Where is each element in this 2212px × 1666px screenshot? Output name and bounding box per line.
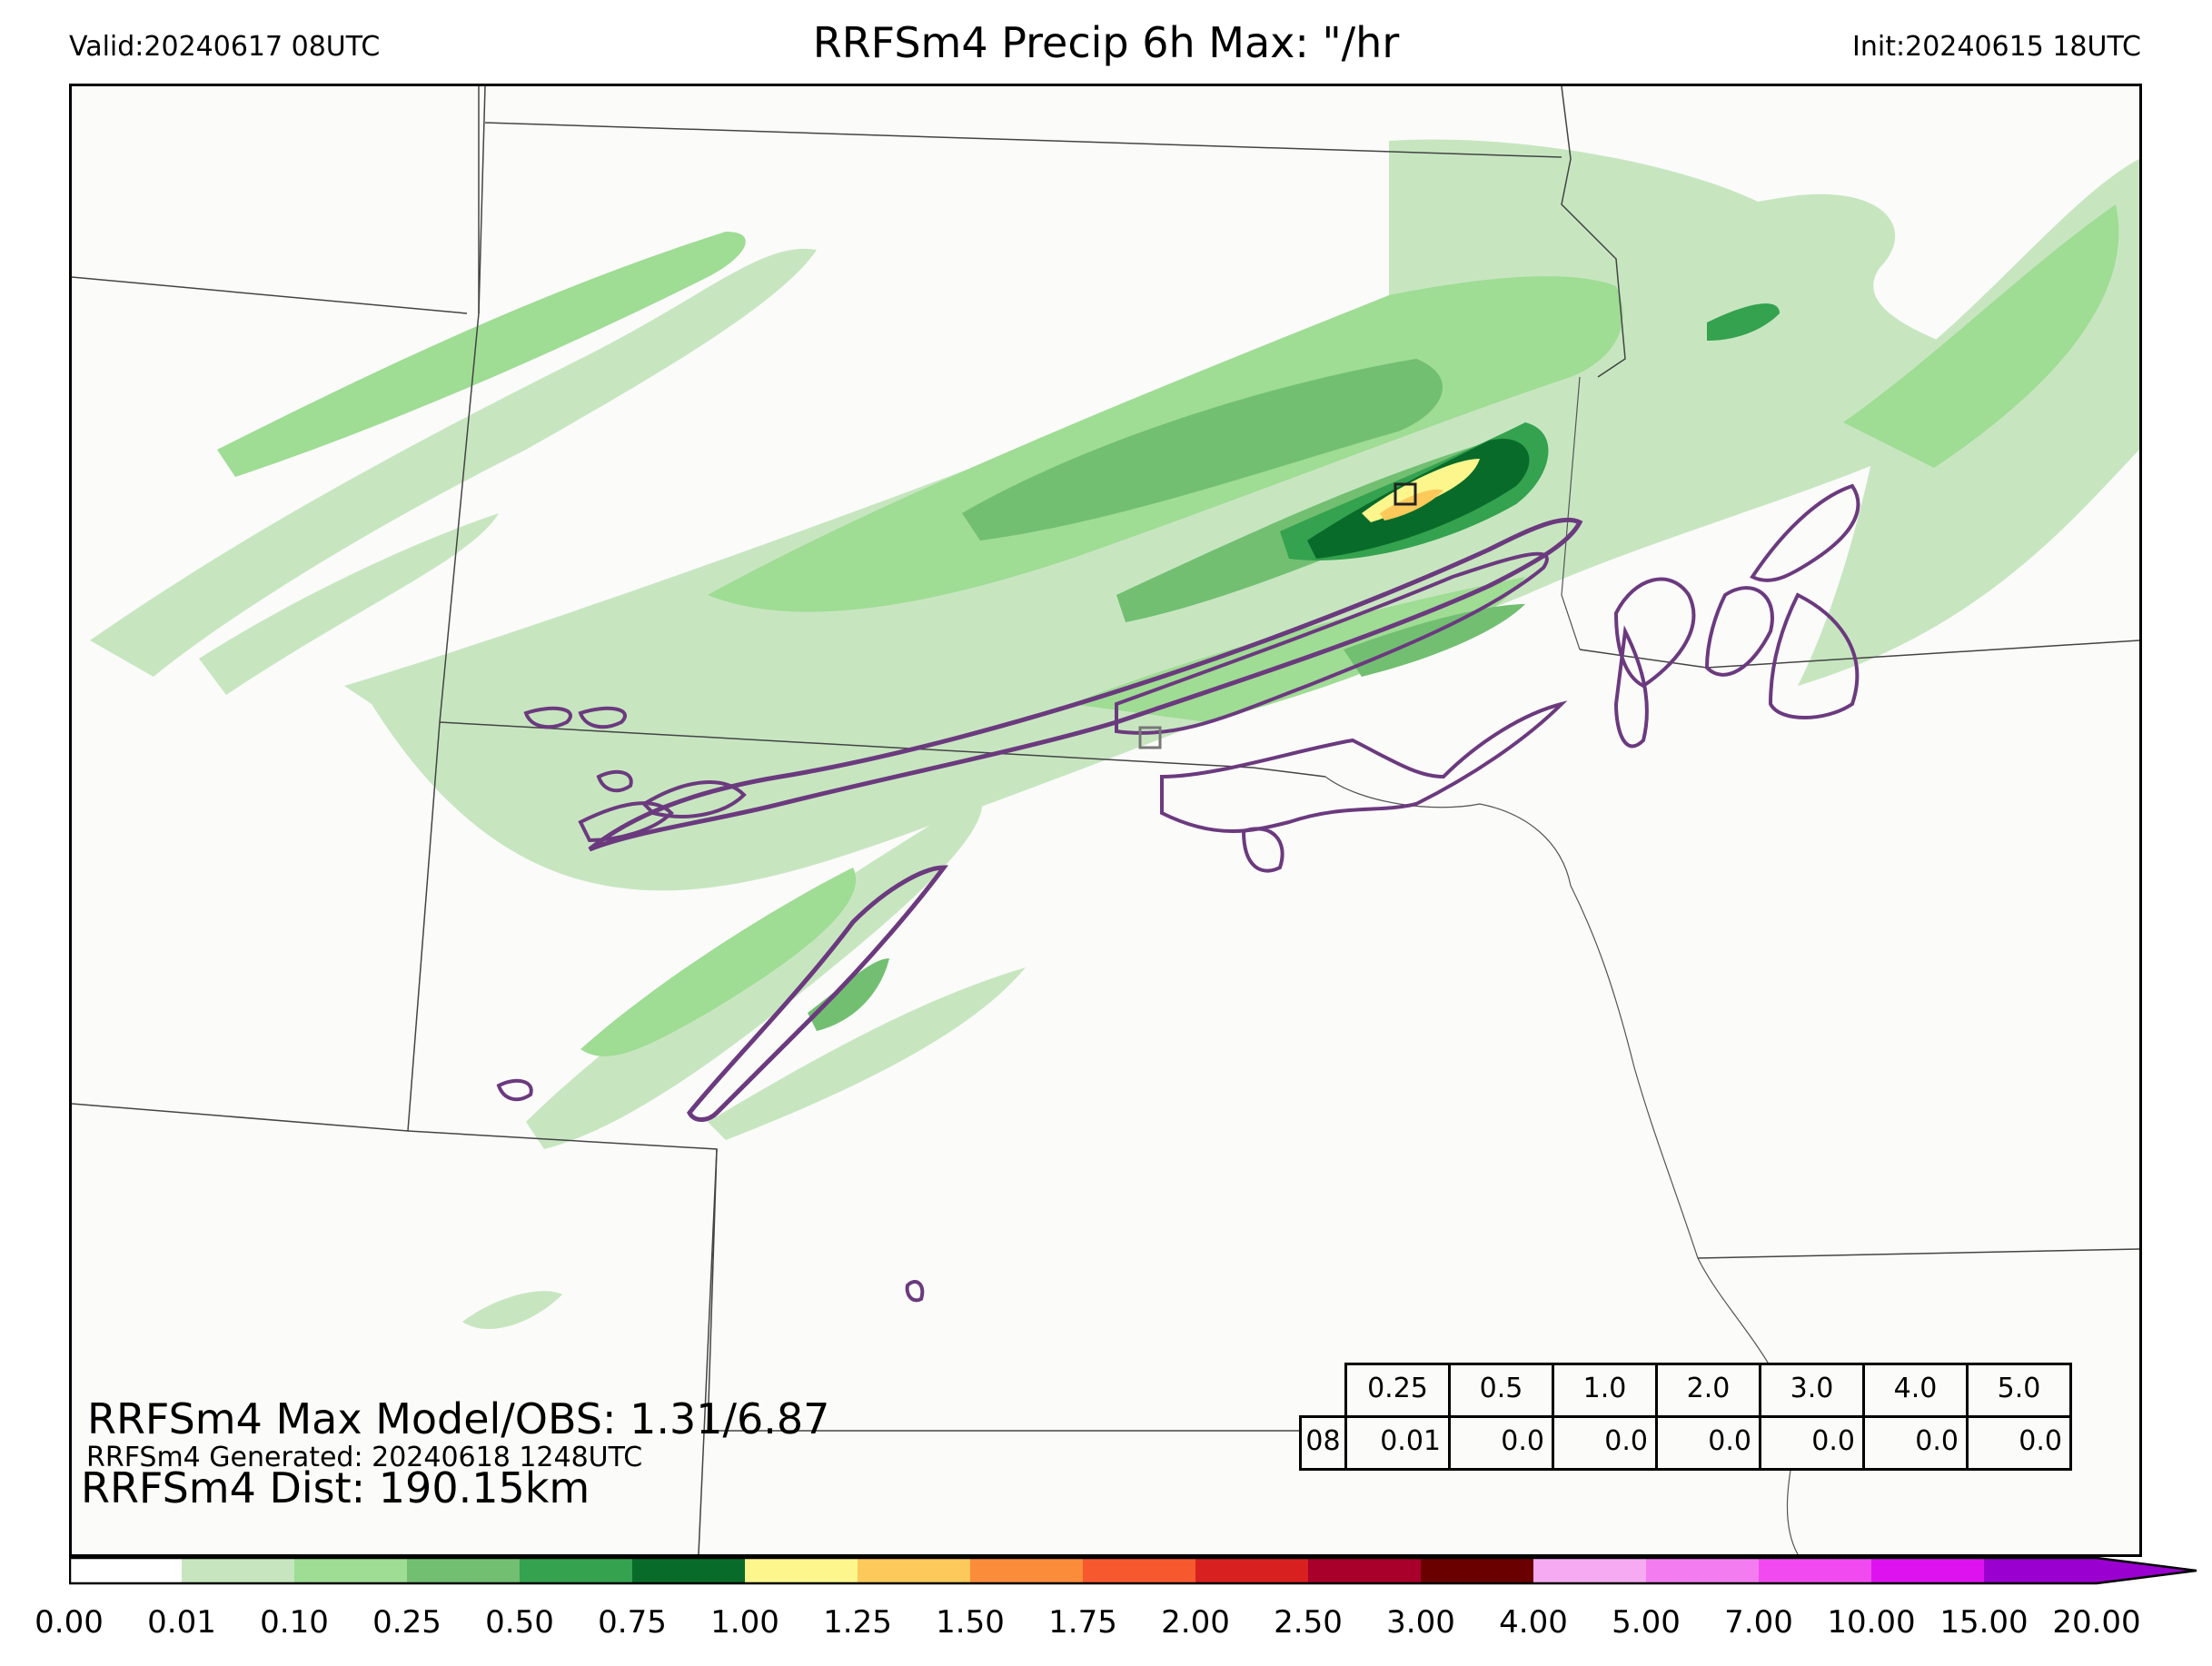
colorbar-segment <box>182 1557 294 1584</box>
colorbar-tick-label: 1.75 <box>1048 1604 1117 1641</box>
colorbar-segment <box>407 1557 520 1584</box>
colorbar-outline <box>69 1557 2197 1585</box>
colorbar-extend-arrow <box>2097 1558 2197 1583</box>
map-panel: RRFSm4 Max Model/OBS: 1.31/6.87 RRFSm4 G… <box>69 84 2142 1557</box>
colorbar-segment <box>1421 1557 1533 1584</box>
precip-map <box>72 86 2139 1554</box>
threshold-header-cell: 0.25 <box>1344 1363 1451 1418</box>
colorbar-segment <box>1533 1557 1646 1584</box>
threshold-value-cell: 0.0 <box>1448 1415 1554 1471</box>
colorbar-tick-label: 1.25 <box>823 1604 892 1641</box>
map-title: RRFSm4 Precip 6h Max: "/hr <box>812 18 1400 67</box>
station-markers <box>1138 482 1417 749</box>
colorbar-segment <box>1646 1557 1759 1584</box>
colorbar-tick-label: 0.75 <box>598 1604 667 1641</box>
colorbar-segment <box>1984 1557 2097 1584</box>
precip-swath-light <box>90 139 2139 1330</box>
threshold-value-cell: 0.0 <box>1552 1415 1658 1471</box>
threshold-header-cell: 4.0 <box>1862 1363 1969 1418</box>
colorbar-tick-label: 1.00 <box>710 1604 779 1641</box>
threshold-header-cell: 2.0 <box>1655 1363 1761 1418</box>
colorbar-segment <box>632 1557 745 1584</box>
colorbar-tick-label: 0.01 <box>147 1604 216 1641</box>
colorbar-segment <box>1871 1557 1984 1584</box>
colorbar-segment <box>858 1557 970 1584</box>
colorbar-tick-label: 5.00 <box>1612 1604 1681 1641</box>
colorbar-segment <box>69 1557 182 1584</box>
colorbar-segment <box>745 1557 858 1584</box>
colorbar-segment <box>970 1557 1083 1584</box>
colorbar-tick-label: 15.00 <box>1939 1604 2028 1641</box>
colorbar-tick-label: 0.50 <box>485 1604 554 1641</box>
colorbar-tick-label: 7.00 <box>1724 1604 1793 1641</box>
threshold-header-cell: 3.0 <box>1759 1363 1865 1418</box>
colorbar-tick-label: 3.00 <box>1386 1604 1455 1641</box>
colorbar-tick-label: 0.00 <box>35 1604 104 1641</box>
threshold-header-cell: 1.0 <box>1552 1363 1658 1418</box>
hour-label-cell: 08 <box>1299 1415 1347 1471</box>
colorbar-tick-label: 0.10 <box>260 1604 329 1641</box>
threshold-value-cell: 0.0 <box>1966 1415 2072 1471</box>
threshold-value-cell: 0.0 <box>1655 1415 1761 1471</box>
threshold-value-cell: 0.0 <box>1759 1415 1865 1471</box>
colorbar-segment <box>1308 1557 1421 1584</box>
init-time: Init:20240615 18UTC <box>1852 31 2141 63</box>
colorbar-tick-label: 1.50 <box>936 1604 1005 1641</box>
colorbar-tick-label: 4.00 <box>1499 1604 1568 1641</box>
colorbar-segment <box>294 1557 407 1584</box>
threshold-value-cell: 0.0 <box>1862 1415 1969 1471</box>
colorbar-tick-label: 2.50 <box>1274 1604 1343 1641</box>
max-model-obs: RRFSm4 Max Model/OBS: 1.31/6.87 <box>87 1394 830 1443</box>
colorbar <box>69 1557 2197 1585</box>
colorbar-tick-label: 2.00 <box>1161 1604 1230 1641</box>
distance-readout: RRFSm4 Dist: 190.15km <box>81 1463 590 1512</box>
colorbar-segment <box>1759 1557 1871 1584</box>
generated-time: RRFSm4 Generated: 20240618 1248UTC <box>86 1442 643 1473</box>
colorbar-segment <box>520 1557 632 1584</box>
colorbar-tick-label: 0.25 <box>372 1604 441 1641</box>
colorbar-tick-label: 10.00 <box>1827 1604 1916 1641</box>
threshold-header-cell: 5.0 <box>1966 1363 2072 1418</box>
observed-contours <box>496 483 1860 1303</box>
colorbar-tick-label: 20.00 <box>2052 1604 2141 1641</box>
threshold-value-cell: 0.01 <box>1344 1415 1451 1471</box>
colorbar-segment <box>1195 1557 1308 1584</box>
valid-time: Valid:20240617 08UTC <box>69 31 381 63</box>
colorbar-segment <box>1083 1557 1195 1584</box>
threshold-header-cell: 0.5 <box>1448 1363 1554 1418</box>
